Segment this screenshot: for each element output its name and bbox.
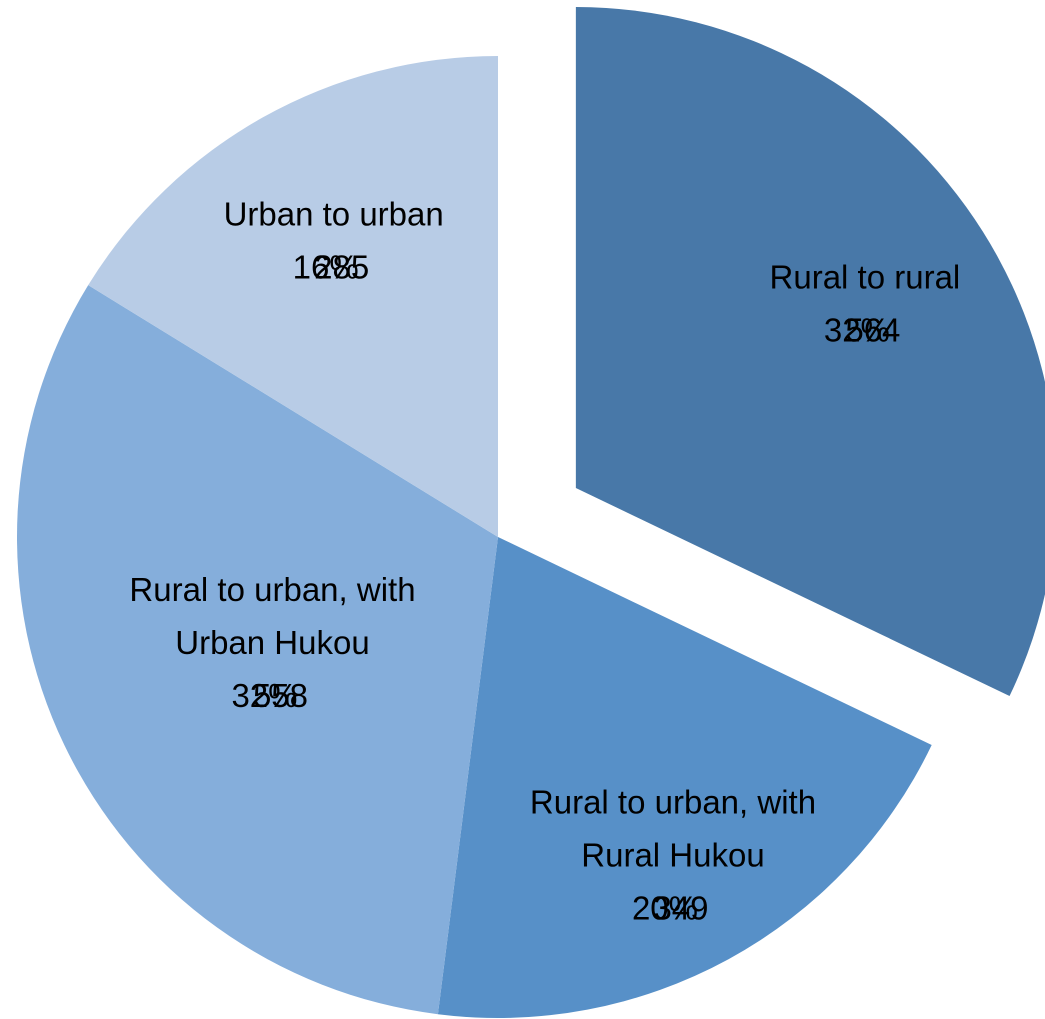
slice-label: Urban Hukou bbox=[175, 624, 369, 661]
slice-label: Rural to urban, with bbox=[129, 571, 415, 608]
slice-percent: 32% bbox=[231, 677, 297, 714]
slice-value: 285 bbox=[314, 248, 369, 285]
slice-percent: 16% bbox=[293, 248, 359, 285]
slice-value: 558 bbox=[253, 677, 308, 714]
slice-label: Rural to rural bbox=[770, 258, 961, 295]
slice-value: 564 bbox=[845, 311, 900, 348]
pie-slice bbox=[437, 537, 932, 1018]
pie-slice bbox=[16, 285, 498, 1015]
slice-label: Rural Hukou bbox=[581, 837, 764, 874]
slice-value: 349 bbox=[653, 890, 708, 927]
pie-slice bbox=[88, 56, 499, 537]
slice-percent: 32% bbox=[824, 311, 890, 348]
slice-label: Rural to urban, with bbox=[530, 784, 816, 821]
pie-slice bbox=[575, 6, 1045, 697]
slice-label: Urban to urban bbox=[224, 195, 444, 232]
slice-percent: 20% bbox=[632, 890, 698, 927]
